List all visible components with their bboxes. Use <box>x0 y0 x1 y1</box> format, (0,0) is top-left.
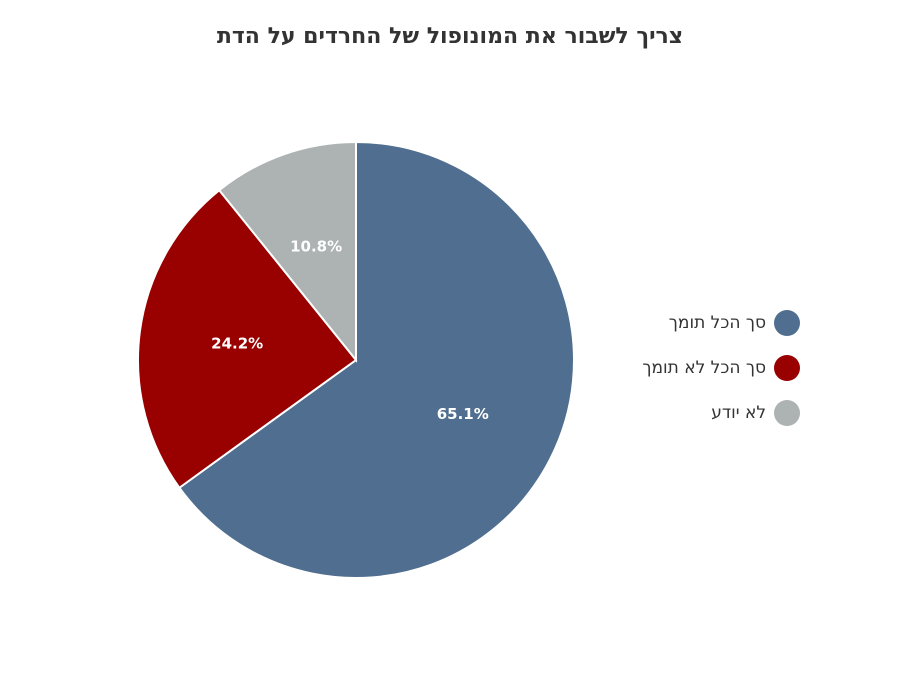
legend-swatch-support <box>774 309 800 336</box>
pie-label-support: 65.1% <box>437 405 489 423</box>
pie-label-oppose: 24.2% <box>211 335 263 353</box>
pie-label-dont-know: 10.8% <box>290 237 342 255</box>
legend-item-support[interactable]: סך הכל תומך <box>642 300 800 345</box>
legend-swatch-dont-know <box>774 399 800 426</box>
pie-slice-support[interactable] <box>177 140 575 579</box>
legend-label-dont-know: לא יודע <box>711 402 766 423</box>
chart-title: צריך לשבור את המונופול של החרדים על הדת <box>216 24 684 49</box>
legend-item-oppose[interactable]: סך הכל לא תומך <box>642 345 800 390</box>
legend-label-support: סך הכל תומך <box>668 312 766 333</box>
pie-slice-oppose[interactable] <box>137 188 358 490</box>
legend: סך הכל תומך סך הכל לא תומך לא יודע <box>642 300 800 435</box>
pie-slice-dont-know[interactable] <box>217 140 357 363</box>
legend-label-oppose: סך הכל לא תומך <box>642 357 766 378</box>
legend-item-dont-know[interactable]: לא יודע <box>642 390 800 435</box>
legend-swatch-oppose <box>774 354 800 381</box>
